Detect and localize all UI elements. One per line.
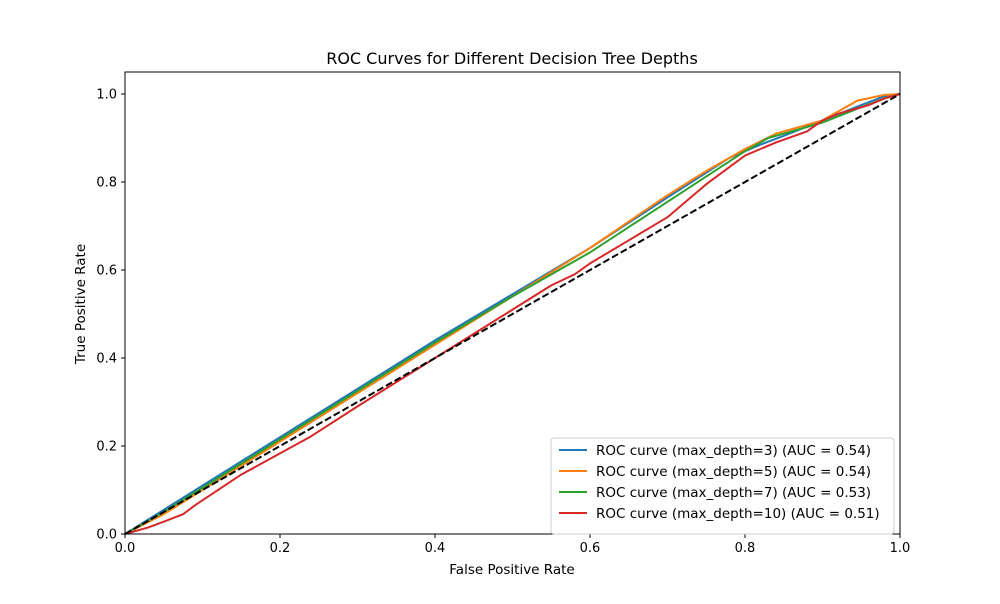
x-tick-label: 1.0	[890, 541, 911, 556]
legend-label-2: ROC curve (max_depth=5) (AUC = 0.54)	[596, 464, 871, 480]
series-line-4	[124, 93, 901, 535]
x-axis-label: False Positive Rate	[449, 562, 574, 578]
legend-label-1: ROC curve (max_depth=3) (AUC = 0.54)	[596, 443, 871, 459]
y-tick-label: 0.0	[96, 528, 117, 543]
y-tick-label: 0.6	[96, 264, 117, 279]
y-tick-label: 0.8	[96, 176, 117, 191]
x-tick-label: 0.2	[270, 541, 291, 556]
x-tick-label: 0.6	[580, 541, 601, 556]
y-axis-label: True Positive Rate	[73, 244, 89, 365]
legend: ROC curve (max_depth=3) (AUC = 0.54) ROC …	[550, 437, 895, 535]
legend-label-3: ROC curve (max_depth=7) (AUC = 0.53)	[596, 485, 871, 501]
x-tick-label: 0.0	[115, 541, 136, 556]
plot-area	[124, 93, 901, 535]
axes: 0.0 0.2 0.4 0.6 0.8 1.0 0.0 0.2 0.4 0.6 0.8 1.0	[96, 71, 911, 556]
series-line-3	[124, 93, 901, 535]
legend-label-4: ROC curve (max_depth=10) (AUC = 0.51)	[596, 506, 880, 522]
chart-title: ROC Curves for Different Decision Tree D…	[326, 49, 698, 68]
x-tick-label: 0.8	[735, 541, 756, 556]
y-tick-label: 0.2	[96, 440, 117, 455]
series-line-2	[124, 93, 901, 535]
y-tick-label: 0.4	[96, 352, 117, 367]
legend-box	[550, 437, 895, 535]
y-tick-label: 1.0	[96, 88, 117, 103]
plot-frame	[124, 71, 901, 535]
x-tick-label: 0.4	[425, 541, 446, 556]
chance-diagonal-line	[124, 93, 901, 535]
